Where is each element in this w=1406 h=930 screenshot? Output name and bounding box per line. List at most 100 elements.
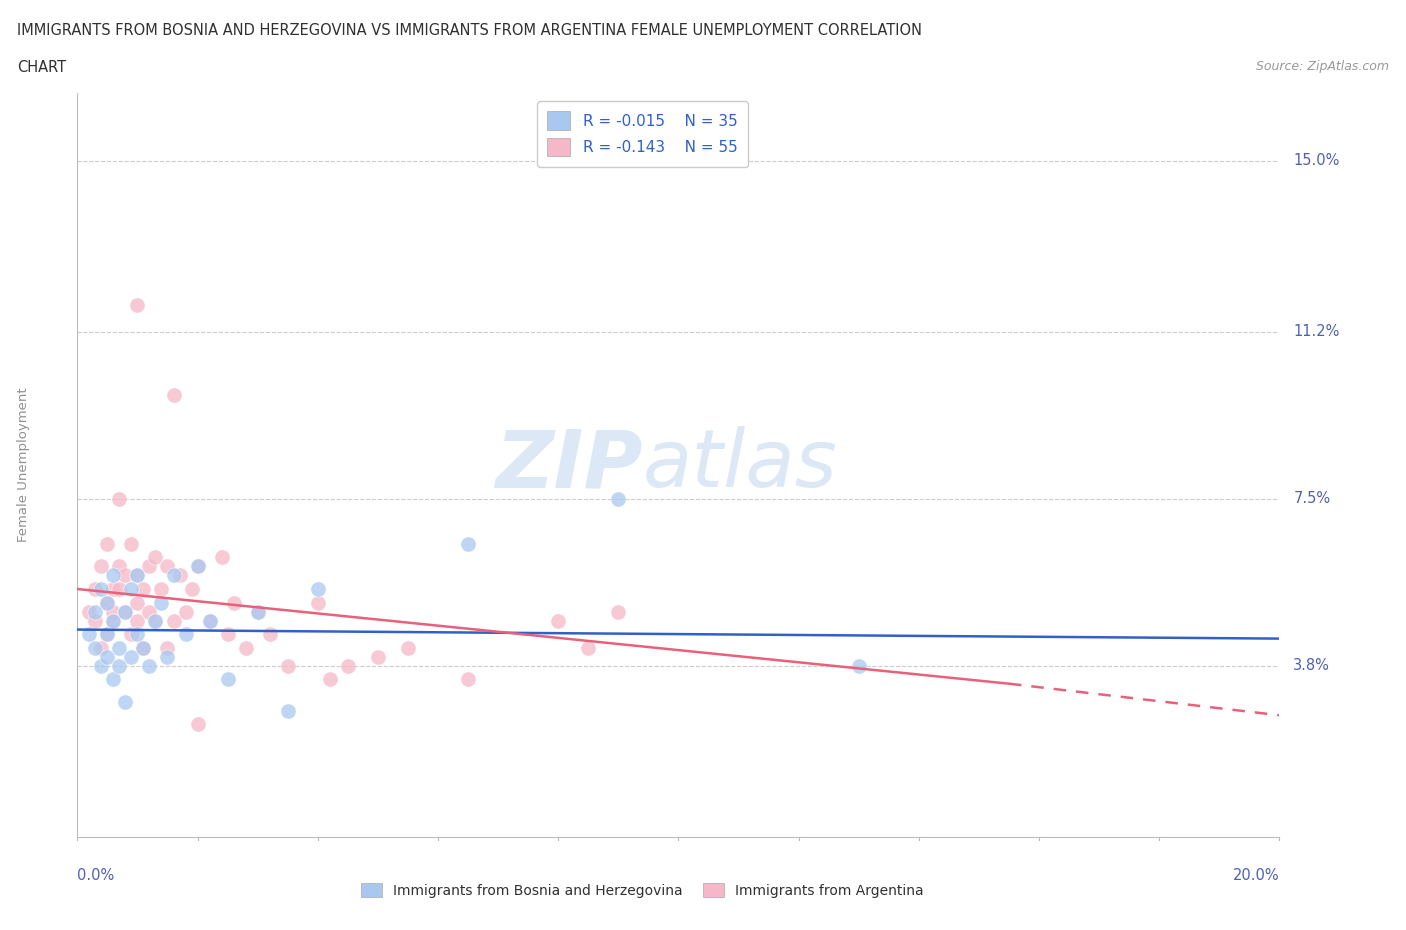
- Point: [127, 298, 149, 312]
- Point: [114, 604, 136, 619]
- Point: [84, 613, 107, 628]
- Point: [246, 604, 269, 619]
- Legend: Immigrants from Bosnia and Herzegovina, Immigrants from Argentina: Immigrants from Bosnia and Herzegovina, …: [354, 876, 931, 905]
- Point: [108, 640, 131, 655]
- Point: [138, 658, 160, 673]
- Point: [307, 581, 329, 596]
- Point: [96, 595, 118, 610]
- Point: [145, 613, 167, 628]
- Point: [132, 640, 155, 655]
- Text: 3.8%: 3.8%: [1294, 658, 1330, 673]
- Point: [96, 537, 118, 551]
- Point: [145, 613, 167, 628]
- Point: [217, 627, 239, 642]
- Text: 7.5%: 7.5%: [1294, 491, 1330, 506]
- Point: [217, 671, 239, 686]
- Text: 20.0%: 20.0%: [1233, 868, 1279, 883]
- Point: [90, 658, 112, 673]
- Point: [277, 658, 299, 673]
- Point: [108, 559, 131, 574]
- Point: [211, 550, 233, 565]
- Point: [103, 581, 125, 596]
- Point: [367, 649, 389, 664]
- Point: [114, 695, 136, 710]
- Point: [84, 640, 107, 655]
- Point: [396, 640, 419, 655]
- Point: [127, 568, 149, 583]
- Text: atlas: atlas: [643, 426, 837, 504]
- Point: [90, 640, 112, 655]
- Point: [127, 568, 149, 583]
- Point: [103, 613, 125, 628]
- Point: [120, 627, 142, 642]
- Point: [235, 640, 257, 655]
- Text: 0.0%: 0.0%: [77, 868, 114, 883]
- Point: [114, 568, 136, 583]
- Point: [103, 604, 125, 619]
- Point: [96, 627, 118, 642]
- Point: [198, 613, 221, 628]
- Point: [150, 595, 173, 610]
- Point: [120, 581, 142, 596]
- Point: [108, 581, 131, 596]
- Point: [150, 581, 173, 596]
- Point: [319, 671, 342, 686]
- Text: Source: ZipAtlas.com: Source: ZipAtlas.com: [1256, 60, 1389, 73]
- Point: [336, 658, 359, 673]
- Point: [186, 559, 209, 574]
- Point: [169, 568, 191, 583]
- Point: [96, 649, 118, 664]
- Point: [132, 640, 155, 655]
- Point: [96, 595, 118, 610]
- Text: 15.0%: 15.0%: [1294, 153, 1340, 168]
- Point: [457, 671, 479, 686]
- Point: [198, 613, 221, 628]
- Text: IMMIGRANTS FROM BOSNIA AND HERZEGOVINA VS IMMIGRANTS FROM ARGENTINA FEMALE UNEMP: IMMIGRANTS FROM BOSNIA AND HERZEGOVINA V…: [17, 23, 922, 38]
- Point: [84, 604, 107, 619]
- Point: [90, 581, 112, 596]
- Point: [174, 604, 197, 619]
- Point: [186, 559, 209, 574]
- Point: [127, 613, 149, 628]
- Point: [108, 658, 131, 673]
- Text: Female Unemployment: Female Unemployment: [17, 388, 30, 542]
- Point: [457, 537, 479, 551]
- Point: [96, 627, 118, 642]
- Text: ZIP: ZIP: [495, 426, 643, 504]
- Point: [156, 649, 179, 664]
- Point: [222, 595, 245, 610]
- Point: [84, 581, 107, 596]
- Point: [174, 627, 197, 642]
- Point: [848, 658, 870, 673]
- Point: [103, 671, 125, 686]
- Point: [120, 649, 142, 664]
- Point: [127, 627, 149, 642]
- Point: [162, 568, 184, 583]
- Point: [138, 604, 160, 619]
- Point: [79, 627, 101, 642]
- Point: [246, 604, 269, 619]
- Point: [259, 627, 281, 642]
- Point: [576, 640, 599, 655]
- Point: [162, 613, 184, 628]
- Point: [90, 559, 112, 574]
- Point: [547, 613, 569, 628]
- Point: [79, 604, 101, 619]
- Point: [103, 568, 125, 583]
- Point: [156, 559, 179, 574]
- Point: [156, 640, 179, 655]
- Point: [108, 491, 131, 506]
- Point: [145, 550, 167, 565]
- Point: [103, 613, 125, 628]
- Point: [162, 388, 184, 403]
- Point: [127, 595, 149, 610]
- Text: CHART: CHART: [17, 60, 66, 75]
- Point: [132, 581, 155, 596]
- Point: [180, 581, 202, 596]
- Point: [277, 703, 299, 718]
- Point: [114, 604, 136, 619]
- Point: [607, 491, 630, 506]
- Point: [186, 717, 209, 732]
- Point: [307, 595, 329, 610]
- Point: [120, 537, 142, 551]
